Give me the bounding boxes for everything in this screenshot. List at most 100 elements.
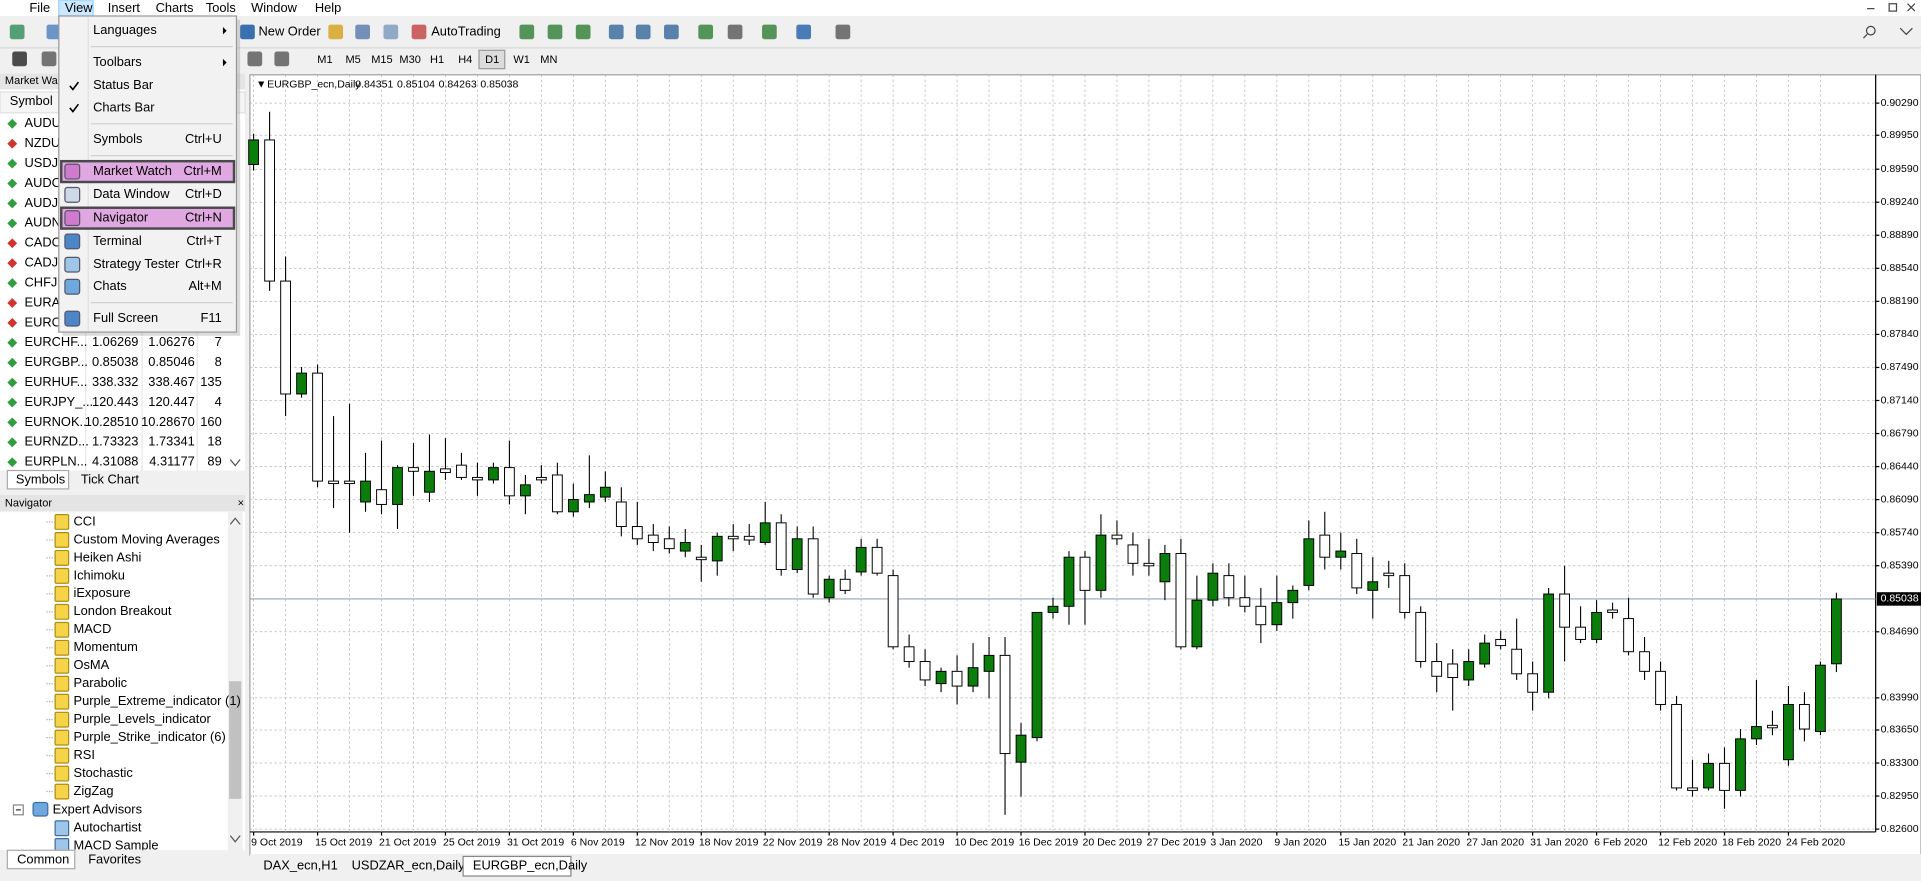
menu-item-label[interactable]: Market Watch <box>93 163 172 178</box>
indicator-item[interactable]: iExposure <box>74 585 131 600</box>
chart-tab[interactable]: DAX_ecn,H1 <box>263 858 337 873</box>
navigator-close[interactable]: × <box>238 498 244 510</box>
toolbar-icon[interactable] <box>328 24 344 40</box>
chart-tab[interactable]: USDZAR_ecn,Daily <box>352 858 465 873</box>
indicator-item[interactable]: Custom Moving Averages <box>74 531 220 546</box>
panel-tab[interactable]: Common <box>17 851 69 866</box>
symbol-cell[interactable]: AUDJP <box>25 195 67 210</box>
menu-item-label[interactable]: Charts Bar <box>93 99 155 114</box>
menu-item[interactable]: Tools <box>206 0 236 15</box>
toolbar-icon[interactable] <box>635 24 651 40</box>
menu-item[interactable]: Help <box>315 0 341 15</box>
menu-item-label[interactable]: Strategy Tester <box>93 256 180 271</box>
menu-item[interactable]: Charts <box>156 0 194 15</box>
timeframe-button[interactable]: H4 <box>458 54 472 66</box>
menu-item-label[interactable]: Full Screen <box>93 310 158 325</box>
toolbar-icon[interactable] <box>383 24 399 40</box>
symbol-cell[interactable]: USDJP <box>25 155 67 170</box>
timeframe-button[interactable]: M5 <box>345 54 360 66</box>
menu-shortcut[interactable]: Ctrl+M <box>184 163 222 178</box>
autotrading-button[interactable]: AutoTrading <box>431 23 501 38</box>
menu-item-label[interactable]: Status Bar <box>93 77 154 92</box>
expert-item[interactable]: MACD Sample <box>74 837 159 852</box>
symbol-cell[interactable]: AUDC <box>25 175 61 190</box>
indicator-item[interactable]: Purple_Strike_indicator (6) <box>74 729 226 744</box>
chart-tab-bg[interactable] <box>341 856 460 877</box>
indicator-item[interactable]: Heiken Ashi <box>74 549 142 564</box>
indicator-item[interactable]: London Breakout <box>74 603 172 618</box>
navigator-scroll-thumb[interactable] <box>229 681 242 799</box>
chart-tab[interactable]: EURGBP_ecn,Daily <box>473 858 588 873</box>
toolbar-icon[interactable] <box>46 24 62 40</box>
toolbar-icon[interactable] <box>547 24 563 40</box>
symbol-cell[interactable]: EURCHF... <box>25 334 88 349</box>
timeframe-button[interactable]: MN <box>540 54 557 66</box>
indicator-item[interactable]: Purple_Levels_indicator <box>74 711 212 726</box>
toolbar-icon[interactable] <box>762 24 777 40</box>
toolbar-icon[interactable] <box>835 24 851 40</box>
expert-item[interactable]: Autochartist <box>74 820 142 835</box>
timeframe-button[interactable]: H1 <box>430 54 444 66</box>
symbol-cell[interactable]: EURJPY_... <box>25 394 94 409</box>
toolbar-icon[interactable] <box>519 24 535 40</box>
menu-shortcut[interactable]: F11 <box>201 310 222 325</box>
menu-shortcut[interactable]: Alt+M <box>189 278 222 293</box>
toolbar-icon[interactable] <box>355 24 370 40</box>
folder-item[interactable]: Expert Advisors <box>53 801 142 816</box>
menu-shortcut[interactable]: Ctrl+D <box>185 186 222 201</box>
menu-item-label[interactable]: Languages <box>93 22 157 37</box>
indicator-item[interactable]: Purple_Extreme_indicator (1) <box>74 693 241 708</box>
symbol-cell[interactable]: EURNOK... <box>25 414 91 429</box>
indicator-item[interactable]: Momentum <box>74 639 138 654</box>
new-order-button[interactable]: New Order <box>259 23 322 38</box>
timeframe-button[interactable]: M30 <box>399 54 420 66</box>
menu-item[interactable]: View <box>65 0 93 15</box>
timeframe-button[interactable]: D1 <box>485 54 499 66</box>
toolbar-icon[interactable] <box>796 24 812 40</box>
panel-tab[interactable]: Symbols <box>16 472 65 487</box>
menu-item-label[interactable]: Chats <box>93 278 127 293</box>
indicator-item[interactable]: OsMA <box>74 657 110 672</box>
indicator-item[interactable]: MACD <box>74 621 112 636</box>
toolbar-icon[interactable] <box>12 51 27 67</box>
panel-tab[interactable]: Tick Chart <box>81 472 140 487</box>
menu-item-label[interactable]: Toolbars <box>93 54 142 69</box>
timeframe-button[interactable]: M15 <box>371 54 392 66</box>
symbol-cell[interactable]: CHFJP <box>25 274 66 289</box>
toolbar-icon[interactable] <box>664 24 679 40</box>
symbol-cell[interactable]: CADC <box>25 235 61 250</box>
toolbar-icon[interactable] <box>608 24 624 40</box>
chart-tab-bg[interactable] <box>462 855 572 877</box>
toolbar-icon[interactable] <box>9 24 25 40</box>
symbol-cell[interactable]: EURPLN... <box>25 454 88 469</box>
menu-shortcut[interactable]: Ctrl+U <box>185 131 222 146</box>
timeframe-button[interactable]: W1 <box>513 54 530 66</box>
timeframe-button[interactable]: M1 <box>317 54 332 66</box>
indicator-item[interactable]: ZigZag <box>74 783 114 798</box>
menu-item-label[interactable]: Terminal <box>93 233 142 248</box>
toolbar-icon[interactable] <box>698 24 714 40</box>
panel-tab[interactable]: Favorites <box>88 851 141 866</box>
indicator-item[interactable]: Stochastic <box>74 765 134 780</box>
indicator-item[interactable]: Ichimoku <box>74 567 125 582</box>
menu-item[interactable]: Insert <box>108 0 141 15</box>
toolbar-icon[interactable] <box>411 24 427 40</box>
new-order-icon[interactable] <box>240 24 255 40</box>
chart-tab-bg[interactable] <box>253 856 330 877</box>
menu-item-label[interactable]: Data Window <box>93 186 170 201</box>
indicator-item[interactable]: CCI <box>74 513 96 528</box>
menu-shortcut[interactable]: Ctrl+N <box>185 210 222 225</box>
symbol-cell[interactable]: CADJP <box>25 255 67 270</box>
symbol-cell[interactable]: AUDN <box>25 215 61 230</box>
symbol-cell[interactable]: EURNZD... <box>25 434 89 449</box>
menu-item[interactable]: Window <box>251 0 297 15</box>
symbol-cell[interactable]: EURHUF... <box>25 374 88 389</box>
toolbar-icon[interactable] <box>41 51 57 67</box>
indicator-item[interactable]: RSI <box>74 747 95 762</box>
indicator-item[interactable]: Parabolic <box>74 675 128 690</box>
toolbar-icon[interactable] <box>274 51 290 67</box>
menu-item-label[interactable]: Navigator <box>93 210 149 225</box>
menu-shortcut[interactable]: Ctrl+R <box>185 256 222 271</box>
menu-item[interactable]: File <box>29 0 50 15</box>
toolbar-icon[interactable] <box>575 24 591 40</box>
